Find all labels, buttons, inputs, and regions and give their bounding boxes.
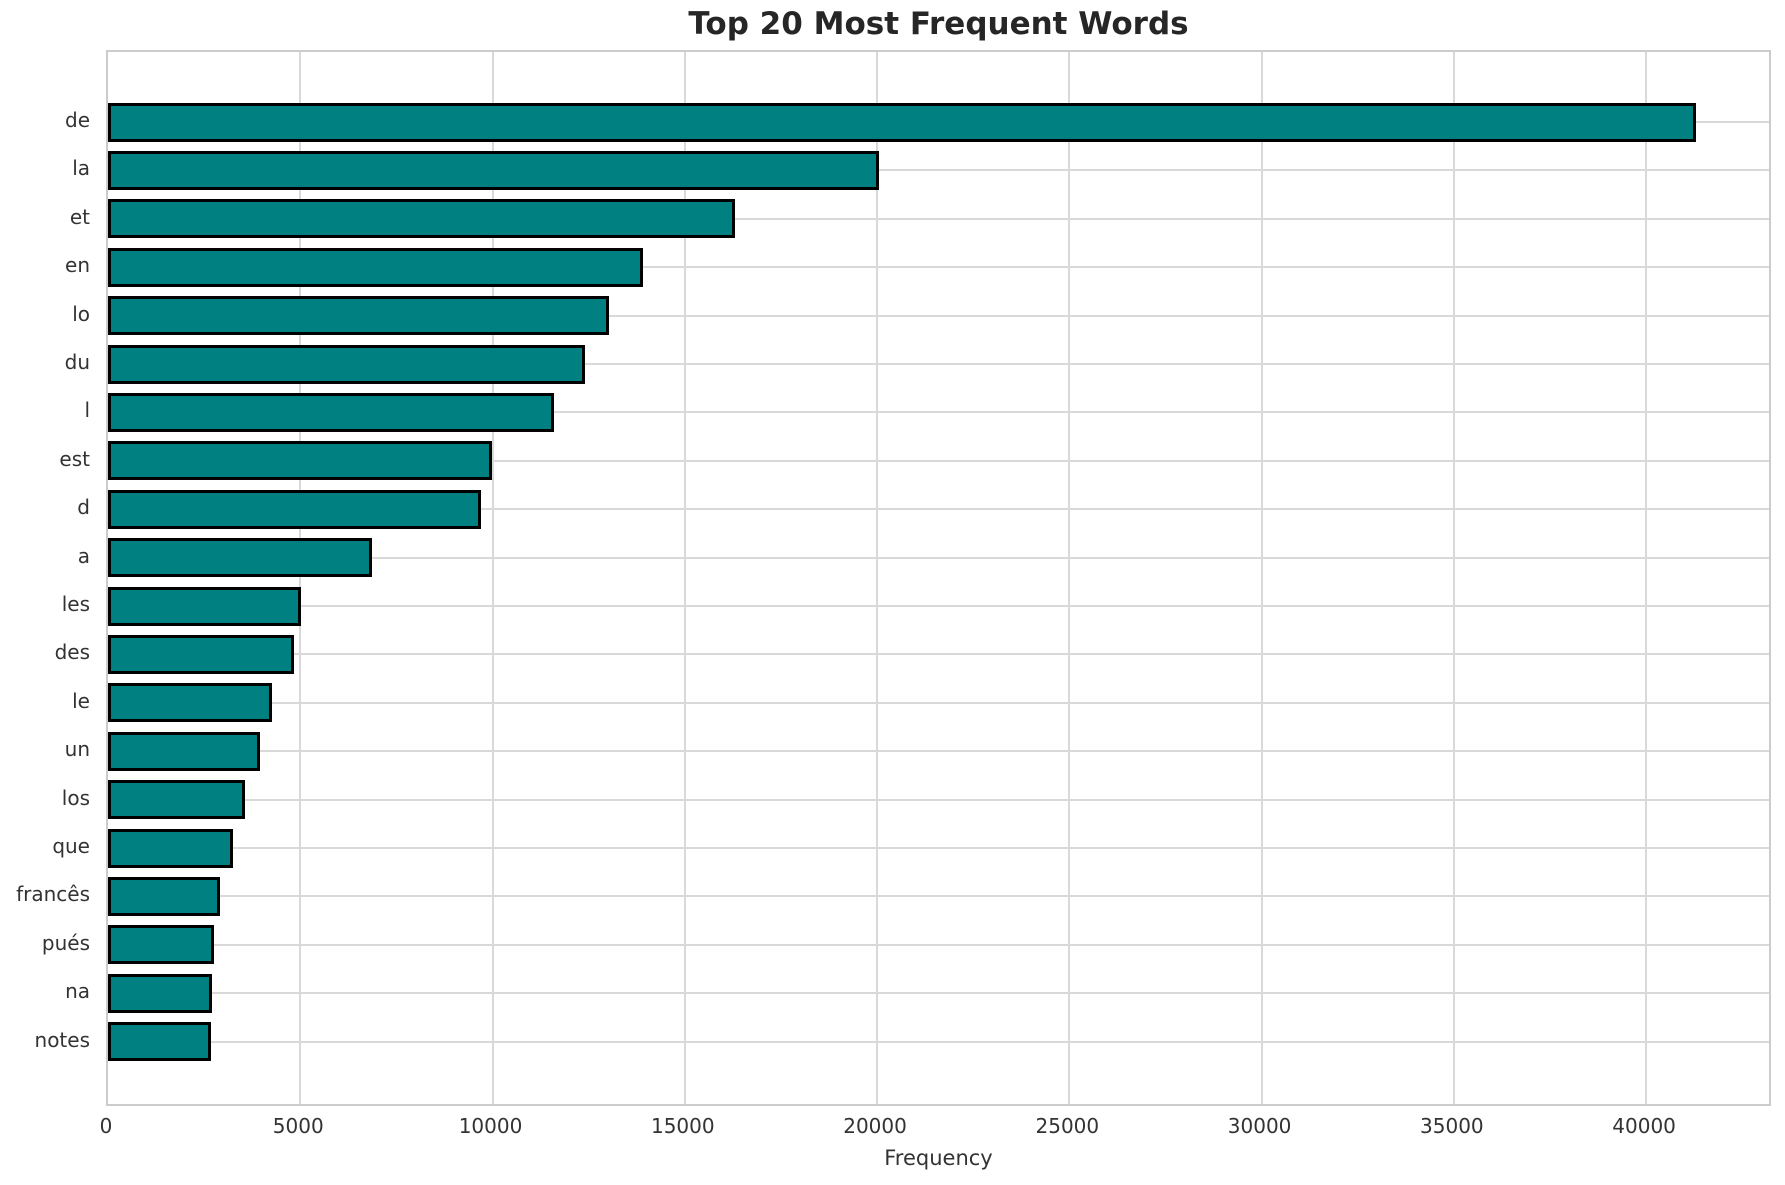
y-gridline: [108, 217, 1769, 220]
x-tick-label: 20000: [843, 1114, 907, 1138]
y-gridline: [108, 750, 1769, 753]
y-gridline: [108, 701, 1769, 704]
x-tick-label: 15000: [650, 1114, 715, 1138]
x-tick-label: 10000: [458, 1114, 523, 1138]
bar-l: [108, 392, 555, 432]
y-tick-label: que: [52, 834, 90, 858]
y-tick-label: en: [65, 253, 90, 278]
x-gridline: [683, 52, 686, 1104]
y-gridline: [108, 314, 1769, 317]
bar-un: [108, 731, 261, 771]
y-tick-label: a: [77, 543, 90, 568]
y-gridline: [108, 943, 1769, 946]
y-tick-label: notes: [34, 1027, 90, 1052]
x-gridline: [1452, 52, 1455, 1104]
bar-les: [108, 586, 302, 626]
y-tick-label: lo: [72, 301, 90, 326]
y-tick-label: est: [59, 446, 90, 471]
y-tick-label: na: [65, 979, 90, 1004]
y-tick-label: un: [64, 737, 90, 762]
x-axis-label: Frequency: [884, 1146, 993, 1170]
bar-en: [108, 247, 644, 287]
y-tick-label: des: [54, 640, 90, 665]
x-tick-label: 0: [99, 1114, 113, 1138]
chart-title: Top 20 Most Frequent Words: [688, 6, 1189, 42]
bar-du: [108, 344, 585, 384]
y-gridline: [108, 847, 1769, 849]
y-tick-label: pués: [41, 930, 90, 955]
y-gridline: [108, 363, 1769, 365]
y-gridline: [108, 508, 1769, 511]
bar-a: [108, 538, 372, 578]
y-gridline: [108, 459, 1769, 462]
y-tick-label: l: [84, 398, 90, 423]
x-tick-label: 35000: [1420, 1114, 1484, 1138]
y-tick-label: los: [61, 785, 90, 810]
y-gridline: [108, 895, 1769, 898]
x-gridline: [299, 52, 302, 1104]
bar-los: [108, 780, 246, 820]
x-gridline: [876, 52, 879, 1104]
y-tick-label: d: [77, 495, 90, 520]
x-tick-label: 5000: [272, 1114, 324, 1138]
bar-francês: [108, 876, 221, 916]
y-gridline: [108, 266, 1769, 269]
x-tick-label: 30000: [1227, 1114, 1292, 1138]
x-tick-label: 40000: [1612, 1114, 1676, 1138]
y-gridline: [108, 605, 1769, 607]
bar-est: [108, 441, 493, 481]
plot-area: [106, 50, 1771, 1106]
y-gridline: [108, 992, 1769, 995]
y-tick-label: de: [65, 108, 90, 132]
bar-d: [108, 489, 481, 529]
bar-de: [108, 102, 1697, 142]
y-gridline: [108, 1040, 1769, 1043]
x-gridline: [1260, 52, 1263, 1104]
y-tick-label: le: [72, 688, 90, 713]
y-tick-label: du: [64, 350, 90, 374]
x-gridline: [1645, 52, 1648, 1104]
x-tick-label: 25000: [1035, 1114, 1100, 1138]
bar-des: [108, 634, 294, 674]
bar-lo: [108, 296, 610, 336]
x-gridline: [491, 52, 494, 1104]
y-tick-label: les: [61, 592, 90, 616]
y-gridline: [108, 798, 1769, 801]
y-tick-label: francês: [16, 882, 90, 907]
y-gridline: [108, 556, 1769, 559]
bar-na: [108, 973, 213, 1013]
y-tick-label: la: [72, 156, 90, 181]
y-gridline: [108, 411, 1769, 414]
x-gridline: [1068, 52, 1071, 1104]
y-tick-label: et: [69, 204, 90, 229]
y-gridline: [108, 653, 1769, 656]
bar-et: [108, 199, 735, 239]
bar-que: [108, 828, 233, 868]
bar-le: [108, 683, 272, 723]
bar-la: [108, 150, 879, 190]
y-gridline: [108, 169, 1769, 172]
bar-notes: [108, 1022, 212, 1062]
bar-pués: [108, 925, 214, 965]
